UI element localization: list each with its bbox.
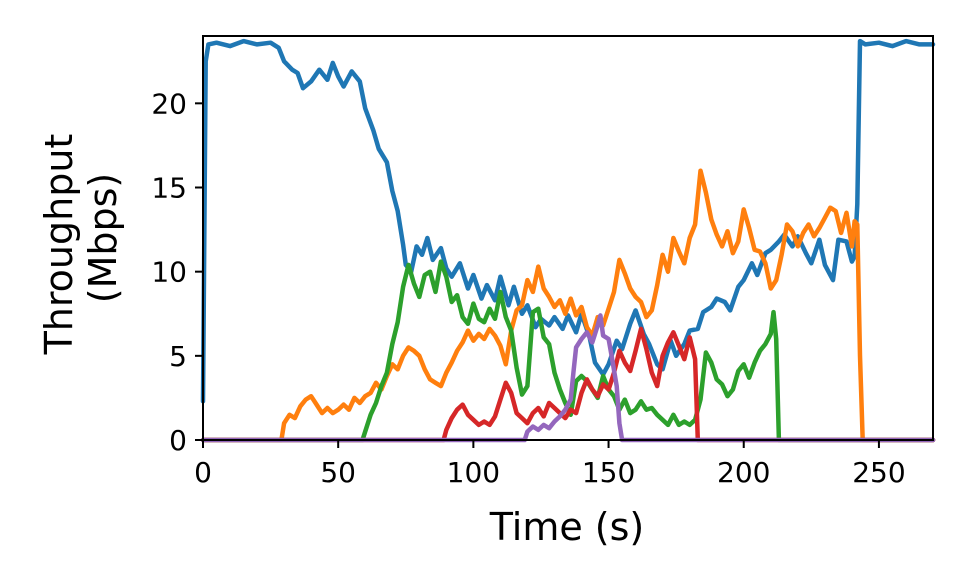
y-tick-label: 15 [151,172,187,205]
x-tick-label: 50 [320,456,356,489]
series-layer [200,38,936,443]
y-axis-label-line-1: Throughput [37,134,81,356]
series-line-2 [200,168,936,443]
y-axis-label-line-2: (Mbps) [81,173,125,303]
series-line-4 [200,326,936,443]
x-axis-label: Time (s) [489,505,645,549]
y-tick-label: 20 [151,87,187,120]
y-tick-label: 5 [169,340,187,373]
series-line-3 [200,259,936,443]
x-tick-label: 100 [447,456,500,489]
plot-frame [202,35,934,441]
y-tick-label: 10 [151,256,187,289]
x-axis-ticks: 0 50 100 150 200 250 [194,440,906,489]
x-tick-label: 200 [717,456,770,489]
y-tick-label: 0 [169,424,187,457]
y-axis-ticks: 0 5 10 15 20 [151,87,203,457]
x-tick-label: 250 [852,456,905,489]
x-tick-label: 0 [194,456,212,489]
series-line-5 [200,313,936,443]
y-axis-label: Throughput (Mbps) [37,122,125,356]
x-tick-label: 150 [582,456,635,489]
